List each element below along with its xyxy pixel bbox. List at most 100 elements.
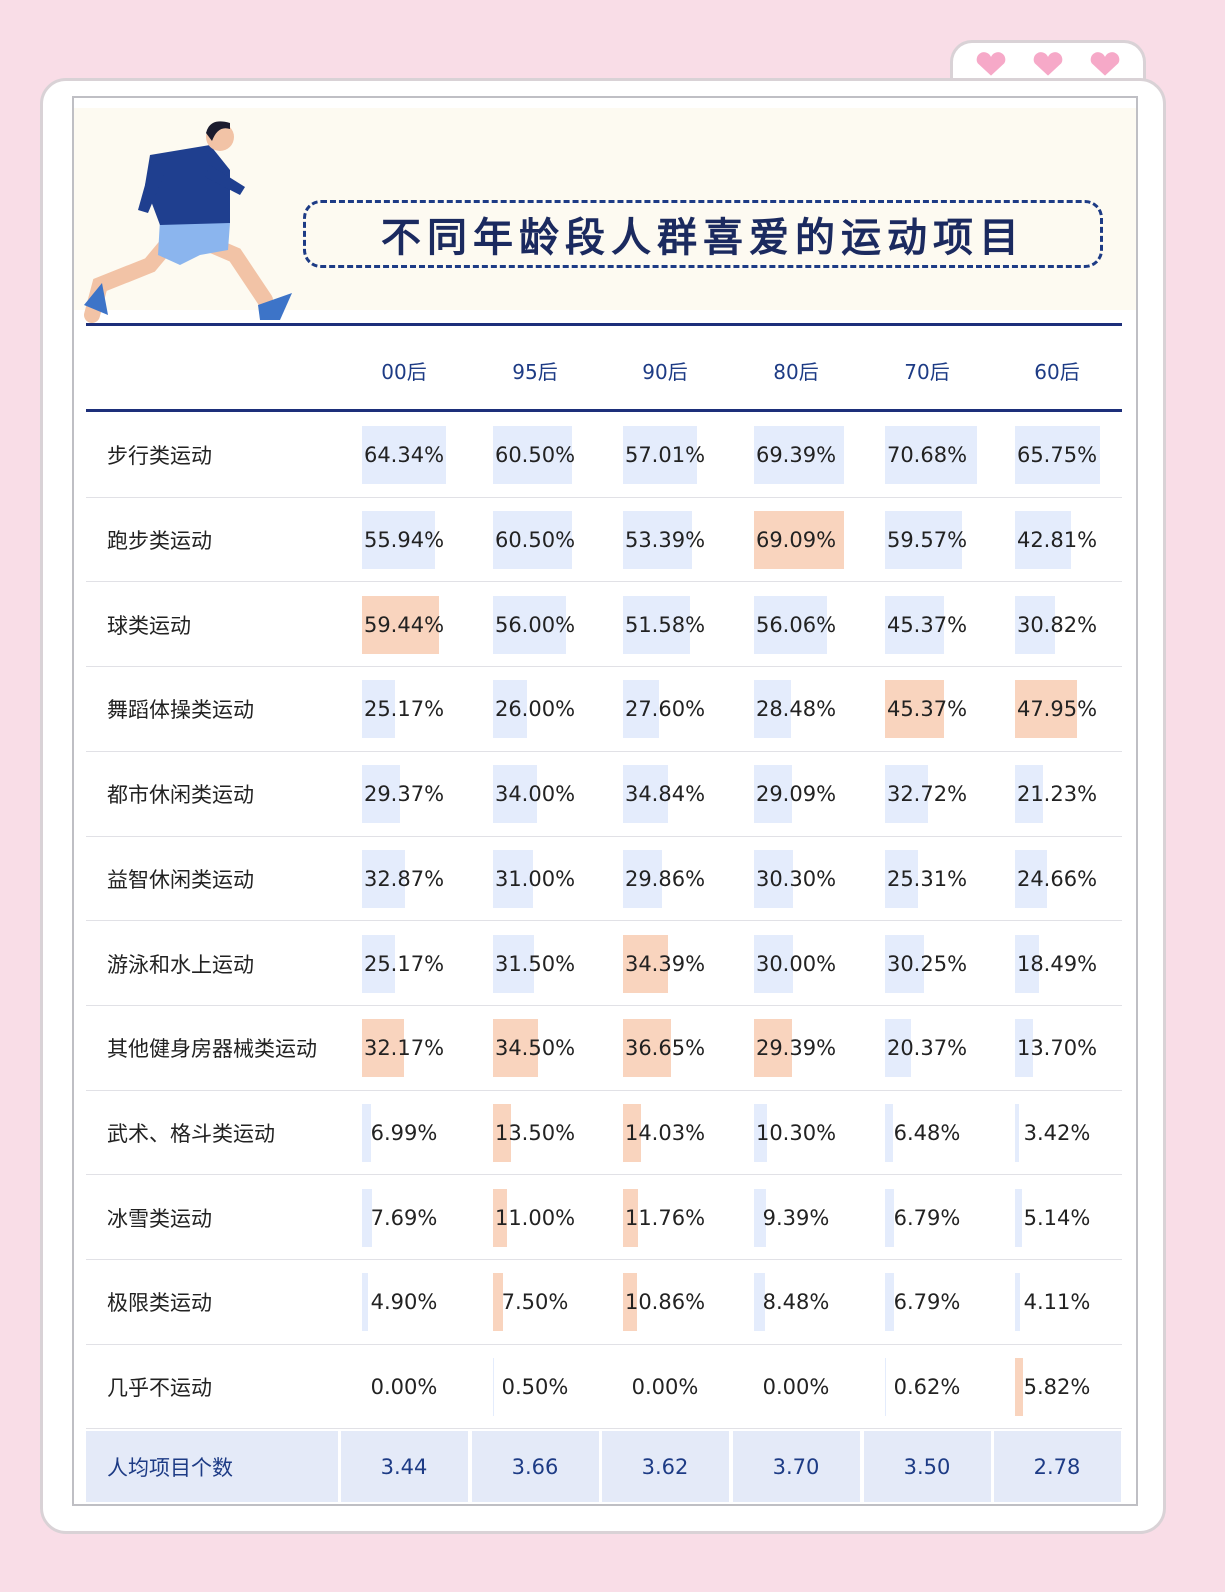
value: 6.79% [893,1205,961,1230]
data-bar [885,595,944,654]
value: 47.95% [1016,697,1098,722]
value: 7.69% [370,1205,438,1230]
row-separator [86,1004,1122,1006]
value: 14.03% [624,1120,706,1145]
row-label: 其他健身房器械类运动 [107,1037,317,1062]
value: 11.76% [624,1205,706,1230]
summary-cell-bg [864,1431,991,1502]
summary-cell-bg [733,1431,860,1502]
value: 31.50% [494,951,576,976]
data-bar [1015,426,1101,485]
value: 25.17% [363,697,445,722]
data-bar [623,934,668,993]
value: 5.82% [1023,1375,1091,1400]
value: 13.70% [1016,1036,1098,1061]
data-bar [493,1019,538,1078]
row-label: 游泳和水上运动 [107,952,254,977]
value: 25.31% [886,866,968,891]
data-bar [885,426,977,485]
value: 34.00% [494,782,576,807]
data-bar [754,680,792,739]
data-bar [623,849,662,908]
row-separator [86,1174,1122,1176]
data-bar [1015,595,1056,654]
data-bar [754,511,844,570]
data-bar [362,1188,372,1247]
data-bar [1015,934,1040,993]
value: 26.00% [494,697,576,722]
data-bar [493,426,572,485]
value: 28.48% [755,697,837,722]
data-bar [493,511,572,570]
data-bar [885,1019,912,1078]
data-bar [885,934,925,993]
value: 45.37% [886,612,968,637]
value: 30.25% [886,951,968,976]
summary-cell-bg [472,1431,599,1502]
data-bar [362,680,395,739]
column-header: 80后 [773,359,819,384]
value: 59.44% [363,612,445,637]
value: 11.00% [494,1205,576,1230]
value: 29.39% [755,1036,837,1061]
data-bar [623,511,693,570]
value: 70.68% [886,443,968,468]
row-label: 都市休闲类运动 [107,783,254,808]
row-separator [86,666,1122,668]
value: 9.39% [762,1205,830,1230]
value: 65.75% [1016,443,1098,468]
column-header: 90后 [642,359,688,384]
data-bar [362,1273,369,1332]
value: 4.11% [1023,1290,1091,1315]
row-label: 极限类运动 [107,1291,212,1316]
value: 34.50% [494,1036,576,1061]
data-bar [754,426,845,485]
value: 69.09% [755,528,837,553]
row-label: 冰雪类运动 [107,1206,212,1231]
data-bar [362,426,446,485]
data-bar [623,595,691,654]
value: 56.00% [494,612,576,637]
data-bar [493,1273,503,1332]
hearts [974,50,1122,79]
value: 30.00% [755,951,837,976]
value: 51.58% [624,612,706,637]
data-bar [623,680,659,739]
data-bar [885,1358,886,1417]
data-bar [1015,1273,1021,1332]
row-separator [86,1428,1122,1430]
value: 13.50% [494,1120,576,1145]
data-bar [493,595,566,654]
data-bar [885,849,918,908]
panel [72,96,1138,1506]
value: 34.84% [624,782,706,807]
data-bar [885,1273,894,1332]
data-bar [362,1019,404,1078]
value: 64.34% [363,443,445,468]
summary-cell-bg [602,1431,729,1502]
column-header: 00后 [381,359,427,384]
value: 3.42% [1023,1120,1091,1145]
value: 59.57% [886,528,968,553]
summary-label-bg [86,1431,338,1502]
row-separator [86,1343,1122,1345]
row-label: 步行类运动 [107,444,212,469]
value: 6.48% [893,1120,961,1145]
data-bar [362,934,395,993]
data-bar [1015,511,1071,570]
value: 29.09% [755,782,837,807]
data-bar [623,765,669,824]
value: 10.30% [755,1120,837,1145]
data-bar [1015,680,1078,739]
data-bar [1015,1188,1022,1247]
row-separator [86,835,1122,837]
value: 0.00% [370,1375,438,1400]
data-bar [754,765,792,824]
data-bar [754,1103,768,1162]
data-bar [754,1019,793,1078]
data-bar [1015,765,1043,824]
value: 32.87% [363,866,445,891]
value: 0.50% [501,1375,569,1400]
data-bar [623,1273,638,1332]
row-separator [86,1089,1122,1091]
